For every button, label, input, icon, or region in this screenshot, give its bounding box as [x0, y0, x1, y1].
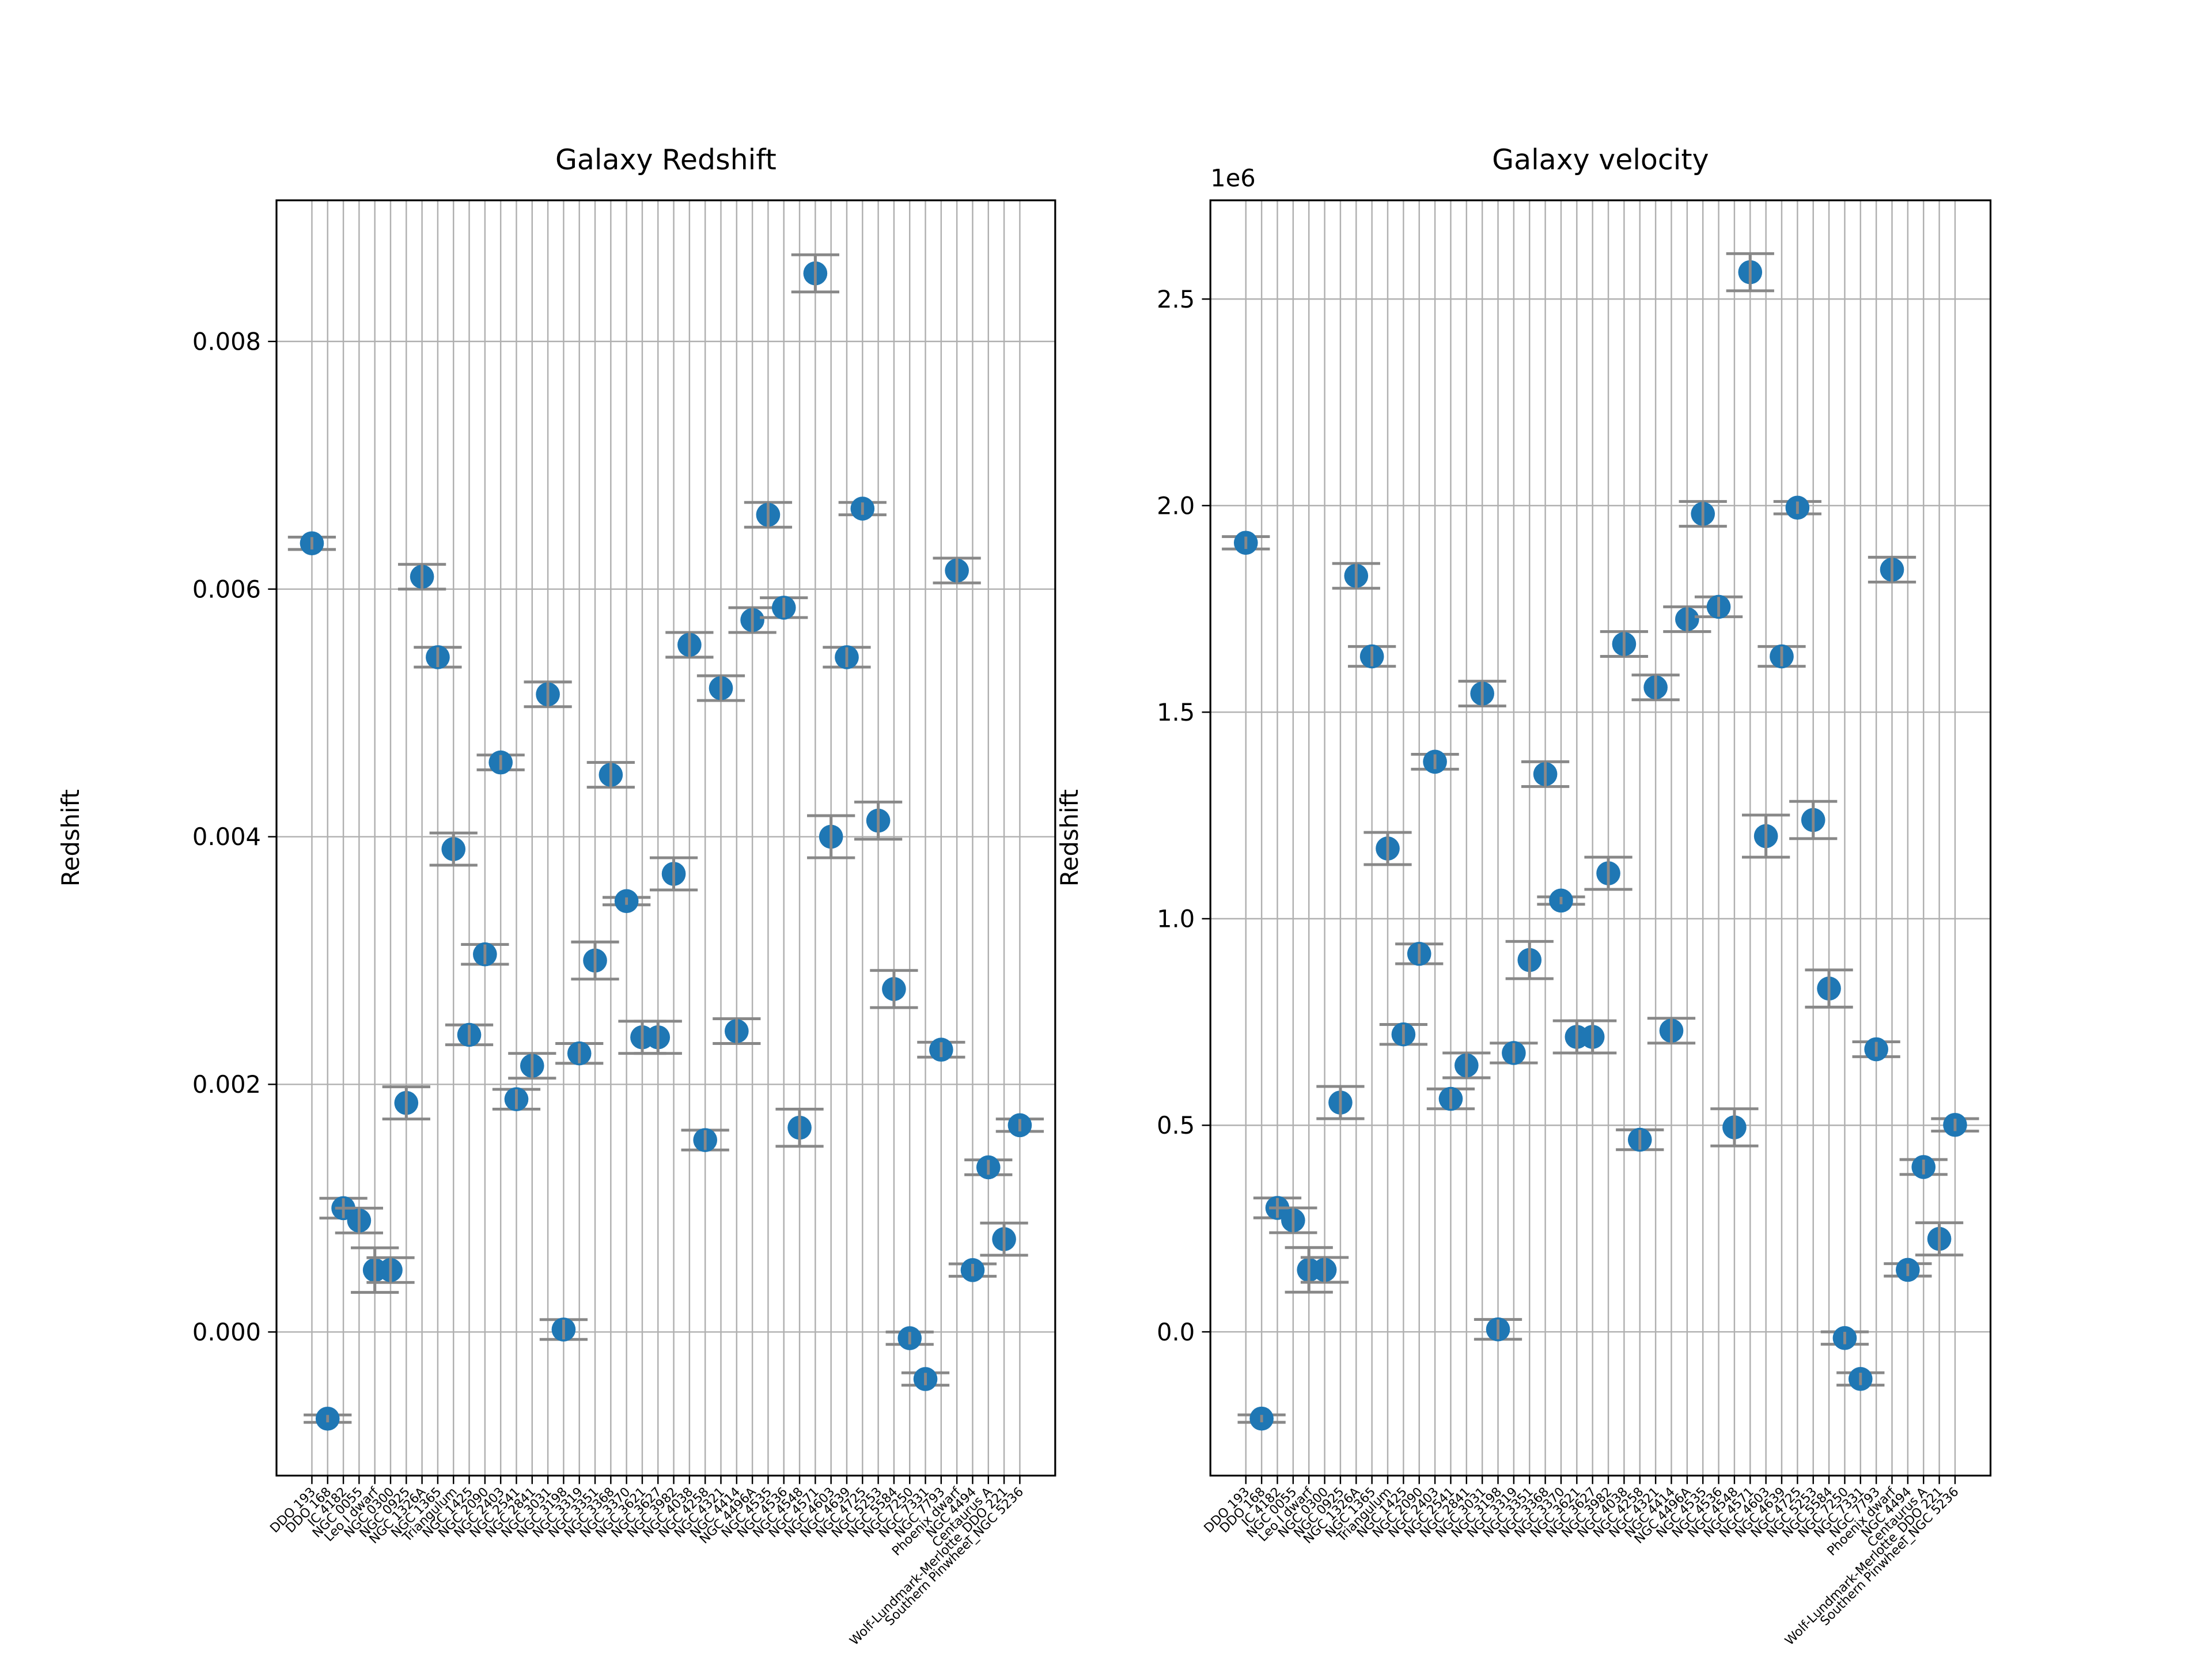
- y-tick-label: 0.008: [192, 327, 261, 355]
- axes-frame: [275, 199, 1056, 1477]
- y-axis-label: Redshift: [1055, 789, 1084, 887]
- y-tick-label: 0.0: [1157, 1318, 1195, 1346]
- y-tick-label: 2.5: [1157, 285, 1195, 313]
- axis-offset-label: 1e6: [1210, 164, 1256, 192]
- y-tick-label: 2.0: [1157, 491, 1195, 520]
- y-axis-label: Redshift: [56, 789, 85, 887]
- y-tick-label: 0.002: [192, 1070, 261, 1099]
- chart-title: Galaxy Redshift: [555, 143, 777, 176]
- y-tick-label: 0.004: [192, 823, 261, 851]
- y-tick-label: 0.006: [192, 575, 261, 603]
- axes-frame: [1209, 199, 1992, 1477]
- y-tick-label: 1.0: [1157, 905, 1195, 933]
- y-tick-label: 0.000: [192, 1318, 261, 1346]
- y-tick-label: 0.5: [1157, 1111, 1195, 1139]
- y-tick-label: 1.5: [1157, 698, 1195, 726]
- chart-title: Galaxy velocity: [1492, 143, 1709, 176]
